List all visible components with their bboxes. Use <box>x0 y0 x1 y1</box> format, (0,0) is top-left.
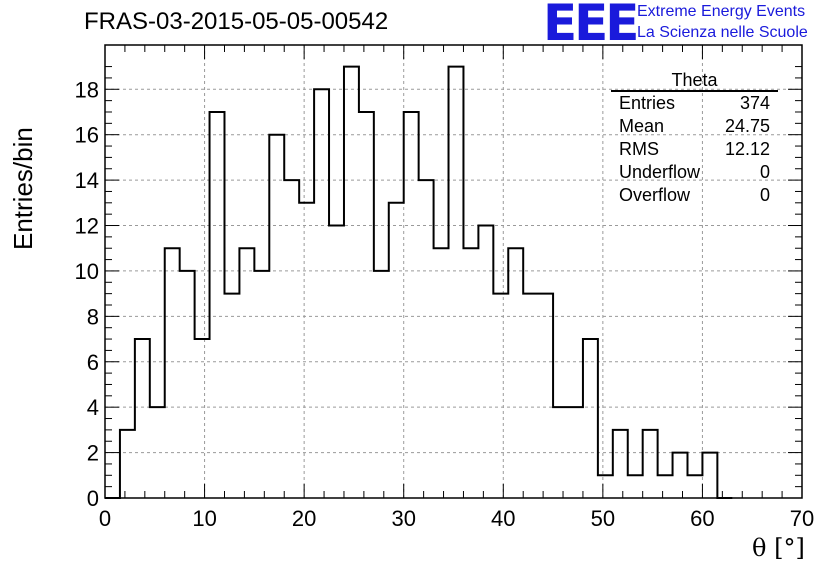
histogram-bin <box>150 407 165 498</box>
histogram-bin <box>702 453 717 498</box>
chart-title: FRAS-03-2015-05-05-00542 <box>84 8 389 35</box>
histogram-bin <box>687 475 702 498</box>
histogram-bin <box>419 180 434 498</box>
stats-label: Underflow <box>619 162 701 182</box>
y-tick-label: 4 <box>87 395 99 420</box>
histogram-bin <box>210 112 225 498</box>
histogram-bin <box>463 248 478 498</box>
stats-value: 0 <box>759 162 770 182</box>
x-tick-label: 0 <box>99 506 111 531</box>
histogram-bin <box>299 203 314 498</box>
x-axis-label: θ [°] <box>752 534 805 562</box>
plot-frame <box>104 44 803 499</box>
stats-row-rms: RMS 12.12 <box>611 138 778 161</box>
y-tick-label: 16 <box>75 123 99 148</box>
y-tick-label: 18 <box>75 77 99 102</box>
histogram-bin <box>180 271 195 498</box>
logo-tagline-2: La Scienza nelle Scuole <box>637 24 808 41</box>
histogram-bin <box>658 475 673 498</box>
stats-value: 0 <box>759 185 770 205</box>
stats-label: Overflow <box>619 185 691 205</box>
x-tick-label: 60 <box>690 506 714 531</box>
histogram-bin <box>135 339 150 498</box>
histogram-bin <box>254 271 269 498</box>
histogram-bin <box>314 89 329 498</box>
stats-value: 374 <box>739 93 770 113</box>
y-tick-label: 14 <box>75 168 99 193</box>
logo-tagline-1: Extreme Energy Events <box>637 3 806 20</box>
histogram-outline <box>105 65 733 499</box>
y-tick-label: 12 <box>75 214 99 239</box>
histogram-bin <box>628 475 643 498</box>
stats-title: Theta <box>611 70 778 92</box>
stats-label: RMS <box>619 139 659 159</box>
y-tick-label: 8 <box>87 304 99 329</box>
x-tick-label: 20 <box>292 506 316 531</box>
histogram-bin <box>523 294 538 498</box>
x-tick-label: 50 <box>591 506 615 531</box>
histogram-bin <box>673 453 688 498</box>
x-tick-label: 10 <box>192 506 216 531</box>
histogram-bin <box>434 248 449 498</box>
histogram-bin <box>493 294 508 498</box>
histogram-bin <box>598 475 613 498</box>
histogram-bin <box>449 67 464 498</box>
stats-row-underflow: Underflow 0 <box>611 161 778 184</box>
stats-value: 12.12 <box>724 139 770 159</box>
histogram-bin <box>389 203 404 498</box>
histogram-bin <box>195 339 210 498</box>
histogram-bin <box>344 67 359 498</box>
stats-box: Theta Entries 374 Mean 24.75 RMS 12.12 Unde… <box>611 70 778 207</box>
stats-label: Entries <box>619 93 676 113</box>
histogram-bin <box>284 180 299 498</box>
histogram-bin <box>643 430 658 498</box>
histogram-bin <box>165 248 180 498</box>
histogram-bin <box>583 339 598 498</box>
histogram-bin <box>538 294 553 498</box>
stats-row-mean: Mean 24.75 <box>611 115 778 138</box>
y-tick-label: 10 <box>75 259 99 284</box>
y-tick-label: 2 <box>87 441 99 466</box>
y-tick-label: 0 <box>87 486 99 511</box>
x-tick-label: 30 <box>391 506 415 531</box>
y-axis-label: Entries/bin <box>8 127 38 250</box>
stats-value: 24.75 <box>724 116 770 136</box>
histogram-bin <box>508 248 523 498</box>
stats-label: Mean <box>619 116 665 136</box>
eee-logo: EEE <box>543 0 639 52</box>
histogram-bin <box>359 112 374 498</box>
x-tick-label: 70 <box>790 506 814 531</box>
stats-row-entries: Entries 374 <box>611 92 778 115</box>
y-tick-label: 6 <box>87 350 99 375</box>
histogram-bin <box>224 294 239 498</box>
histogram-bin <box>374 271 389 498</box>
stats-row-overflow: Overflow 0 <box>611 184 778 207</box>
x-tick-label: 40 <box>491 506 515 531</box>
histogram-bin <box>613 430 628 498</box>
histogram-bin <box>120 430 135 498</box>
histogram-bin <box>239 248 254 498</box>
histogram-bin <box>404 112 419 498</box>
